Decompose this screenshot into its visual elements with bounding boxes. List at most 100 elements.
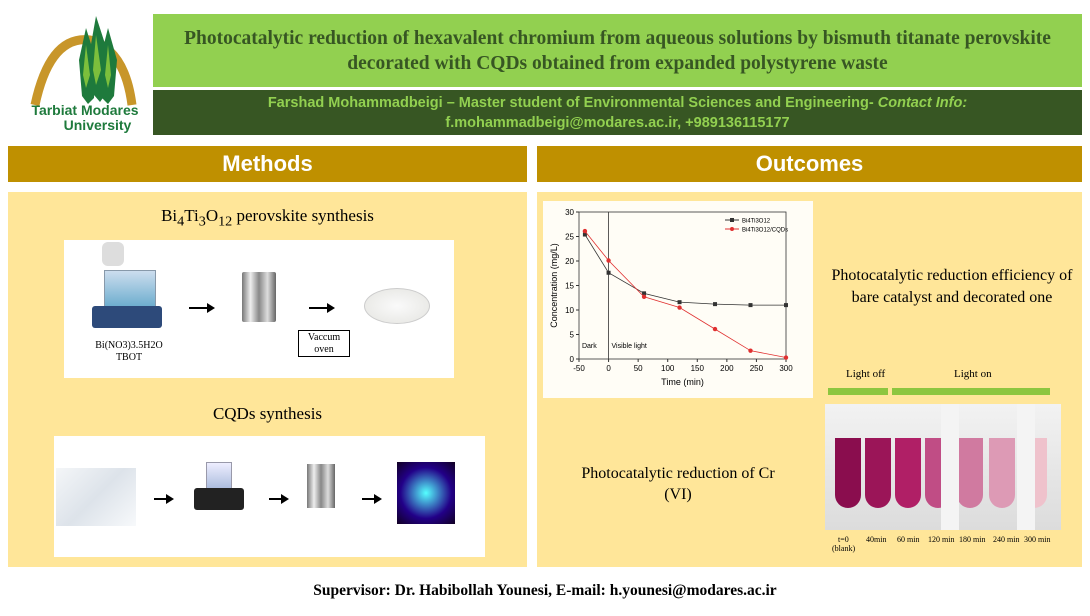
blank-label: (blank) [832, 544, 856, 553]
polystyrene-foam-icon [56, 468, 136, 526]
legend-label: Bi4Ti3O12/CQDs [742, 228, 788, 234]
annotation-visible-light: Visible light [612, 343, 647, 350]
vacuum-oven-box: Vaccum oven [298, 330, 350, 357]
author-bar: Farshad Mohammadbeigi – Master student o… [153, 90, 1082, 135]
reagent-2: TBOT [115, 352, 143, 363]
light-on-label: Light on [954, 368, 992, 380]
data-point [677, 305, 682, 310]
data-point [784, 303, 788, 308]
powder-dish-icon [364, 288, 430, 324]
data-point [641, 294, 647, 299]
data-point [582, 228, 588, 234]
test-tubes-photo: Light off Light on t=0 (blank) 40min 60 … [818, 368, 1073, 558]
arrow-icon [309, 303, 335, 313]
x-tick-label: -50 [573, 364, 585, 373]
time-label: 40min [866, 535, 887, 544]
efficiency-caption: Photocatalytic reduction efficiency of b… [831, 267, 1073, 306]
outcomes-panel: -50 0 50 100 150 200 250 300 0 5 10 15 20 25 30 Dark Vis… [537, 192, 1082, 567]
time-label: 60 min [897, 535, 920, 544]
data-point [748, 348, 753, 353]
x-tick-label: 50 [634, 364, 643, 373]
contact-info: f.mohammadbeigi@modares.ac.ir, +98913611… [445, 115, 790, 131]
legend-marker [730, 227, 734, 231]
arrow-icon [154, 494, 174, 504]
university-logo: Tarbiat Modares University [10, 10, 150, 138]
fluorescent-cqds-vial-icon [397, 462, 455, 524]
light-on-arrow [892, 388, 1050, 395]
time-label: t=0 [838, 535, 849, 544]
hotplate-stirrer-icon [92, 306, 162, 328]
y-tick-label: 5 [570, 331, 575, 340]
light-off-label: Light off [846, 368, 886, 380]
photo-image [825, 404, 1061, 530]
data-point [713, 302, 718, 307]
series-line-0 [584, 234, 786, 306]
time-label: 180 min [959, 535, 986, 544]
x-tick-label: 0 [606, 364, 611, 373]
title-text: Photocatalytic reduction of hexavalent c… [184, 27, 1051, 74]
beaker-icon [104, 270, 156, 310]
perovskite-synthesis-title: Bi4Ti3O12 perovskite synthesis [161, 206, 374, 230]
data-point [783, 355, 789, 360]
autoclave-icon [307, 464, 335, 508]
cr-reduction-caption: Photocatalytic reduction of Cr (VI) [581, 465, 775, 503]
hotplate-stirrer-icon [194, 488, 244, 510]
beaker-icon [206, 462, 232, 490]
data-point [748, 303, 753, 308]
data-point [606, 270, 611, 275]
tube-rack-holder [941, 404, 959, 530]
perovskite-diagram: Bi(NO3)3.5H2O TBOT Vaccum oven [64, 240, 454, 378]
data-point [712, 326, 718, 332]
x-tick-label: 100 [661, 364, 675, 373]
poster-title: Photocatalytic reduction of hexavalent c… [153, 14, 1082, 87]
legend-marker [730, 218, 734, 222]
y-tick-label: 10 [565, 306, 574, 315]
data-point [606, 258, 611, 263]
methods-panel: Bi4Ti3O12 perovskite synthesis Bi(NO3)3.… [8, 192, 527, 567]
data-point [677, 300, 682, 305]
data-point [582, 232, 587, 237]
cqds-synthesis-title: CQDs synthesis [212, 404, 323, 423]
x-tick-label: 300 [779, 364, 793, 373]
arrow-icon [189, 303, 215, 313]
reagent-1: Bi(NO3)3.5H2O [95, 340, 163, 351]
cqds-diagram [54, 436, 485, 557]
series-line-1 [584, 230, 787, 358]
time-labels: t=0 (blank) 40min 60 min 120 min 180 min… [818, 535, 1073, 557]
logo-emblem-icon [30, 16, 137, 106]
plot-frame [578, 211, 787, 360]
oven-label-2: oven [314, 344, 334, 355]
light-off-arrow [828, 388, 888, 395]
x-tick-label: 200 [720, 364, 734, 373]
y-tick-label: 20 [565, 257, 574, 266]
y-tick-label: 25 [565, 233, 574, 242]
autoclave-icon [242, 272, 276, 322]
logo-text-line2: University [63, 117, 132, 133]
concentration-chart: -50 0 50 100 150 200 250 300 0 5 10 15 20 25 30 Dark Vis… [543, 201, 813, 398]
time-label: 240 min [993, 535, 1020, 544]
y-tick-label: 0 [570, 355, 575, 364]
oven-label-1: Vaccum [307, 332, 341, 343]
data-point [642, 291, 647, 296]
annotation-dark: Dark [582, 343, 597, 350]
pipette-hand-icon [102, 242, 124, 266]
tube-rack-holder [1017, 404, 1035, 530]
supervisor-footer: Supervisor: Dr. Habibollah Younesi, E-ma… [313, 582, 777, 599]
y-axis-label: Concentration (mg/L) [549, 243, 559, 328]
author-text: Farshad Mohammadbeigi – Master student o… [267, 95, 874, 111]
y-tick-label: 15 [565, 282, 574, 291]
y-tick-label: 30 [565, 208, 574, 217]
legend-label: Bi4Ti3O12 [742, 219, 771, 225]
arrow-icon [269, 494, 289, 504]
outcomes-heading: Outcomes [537, 146, 1082, 182]
contact-label: Contact Info: [877, 95, 968, 111]
arrow-icon [362, 494, 382, 504]
methods-heading: Methods [8, 146, 527, 182]
x-tick-label: 150 [691, 364, 705, 373]
time-label: 120 min [928, 535, 955, 544]
x-axis-label: Time (min) [661, 377, 704, 387]
logo-text-line1: Tarbiat Modares [31, 102, 139, 118]
time-label: 300 min [1024, 535, 1051, 544]
x-tick-label: 250 [750, 364, 764, 373]
